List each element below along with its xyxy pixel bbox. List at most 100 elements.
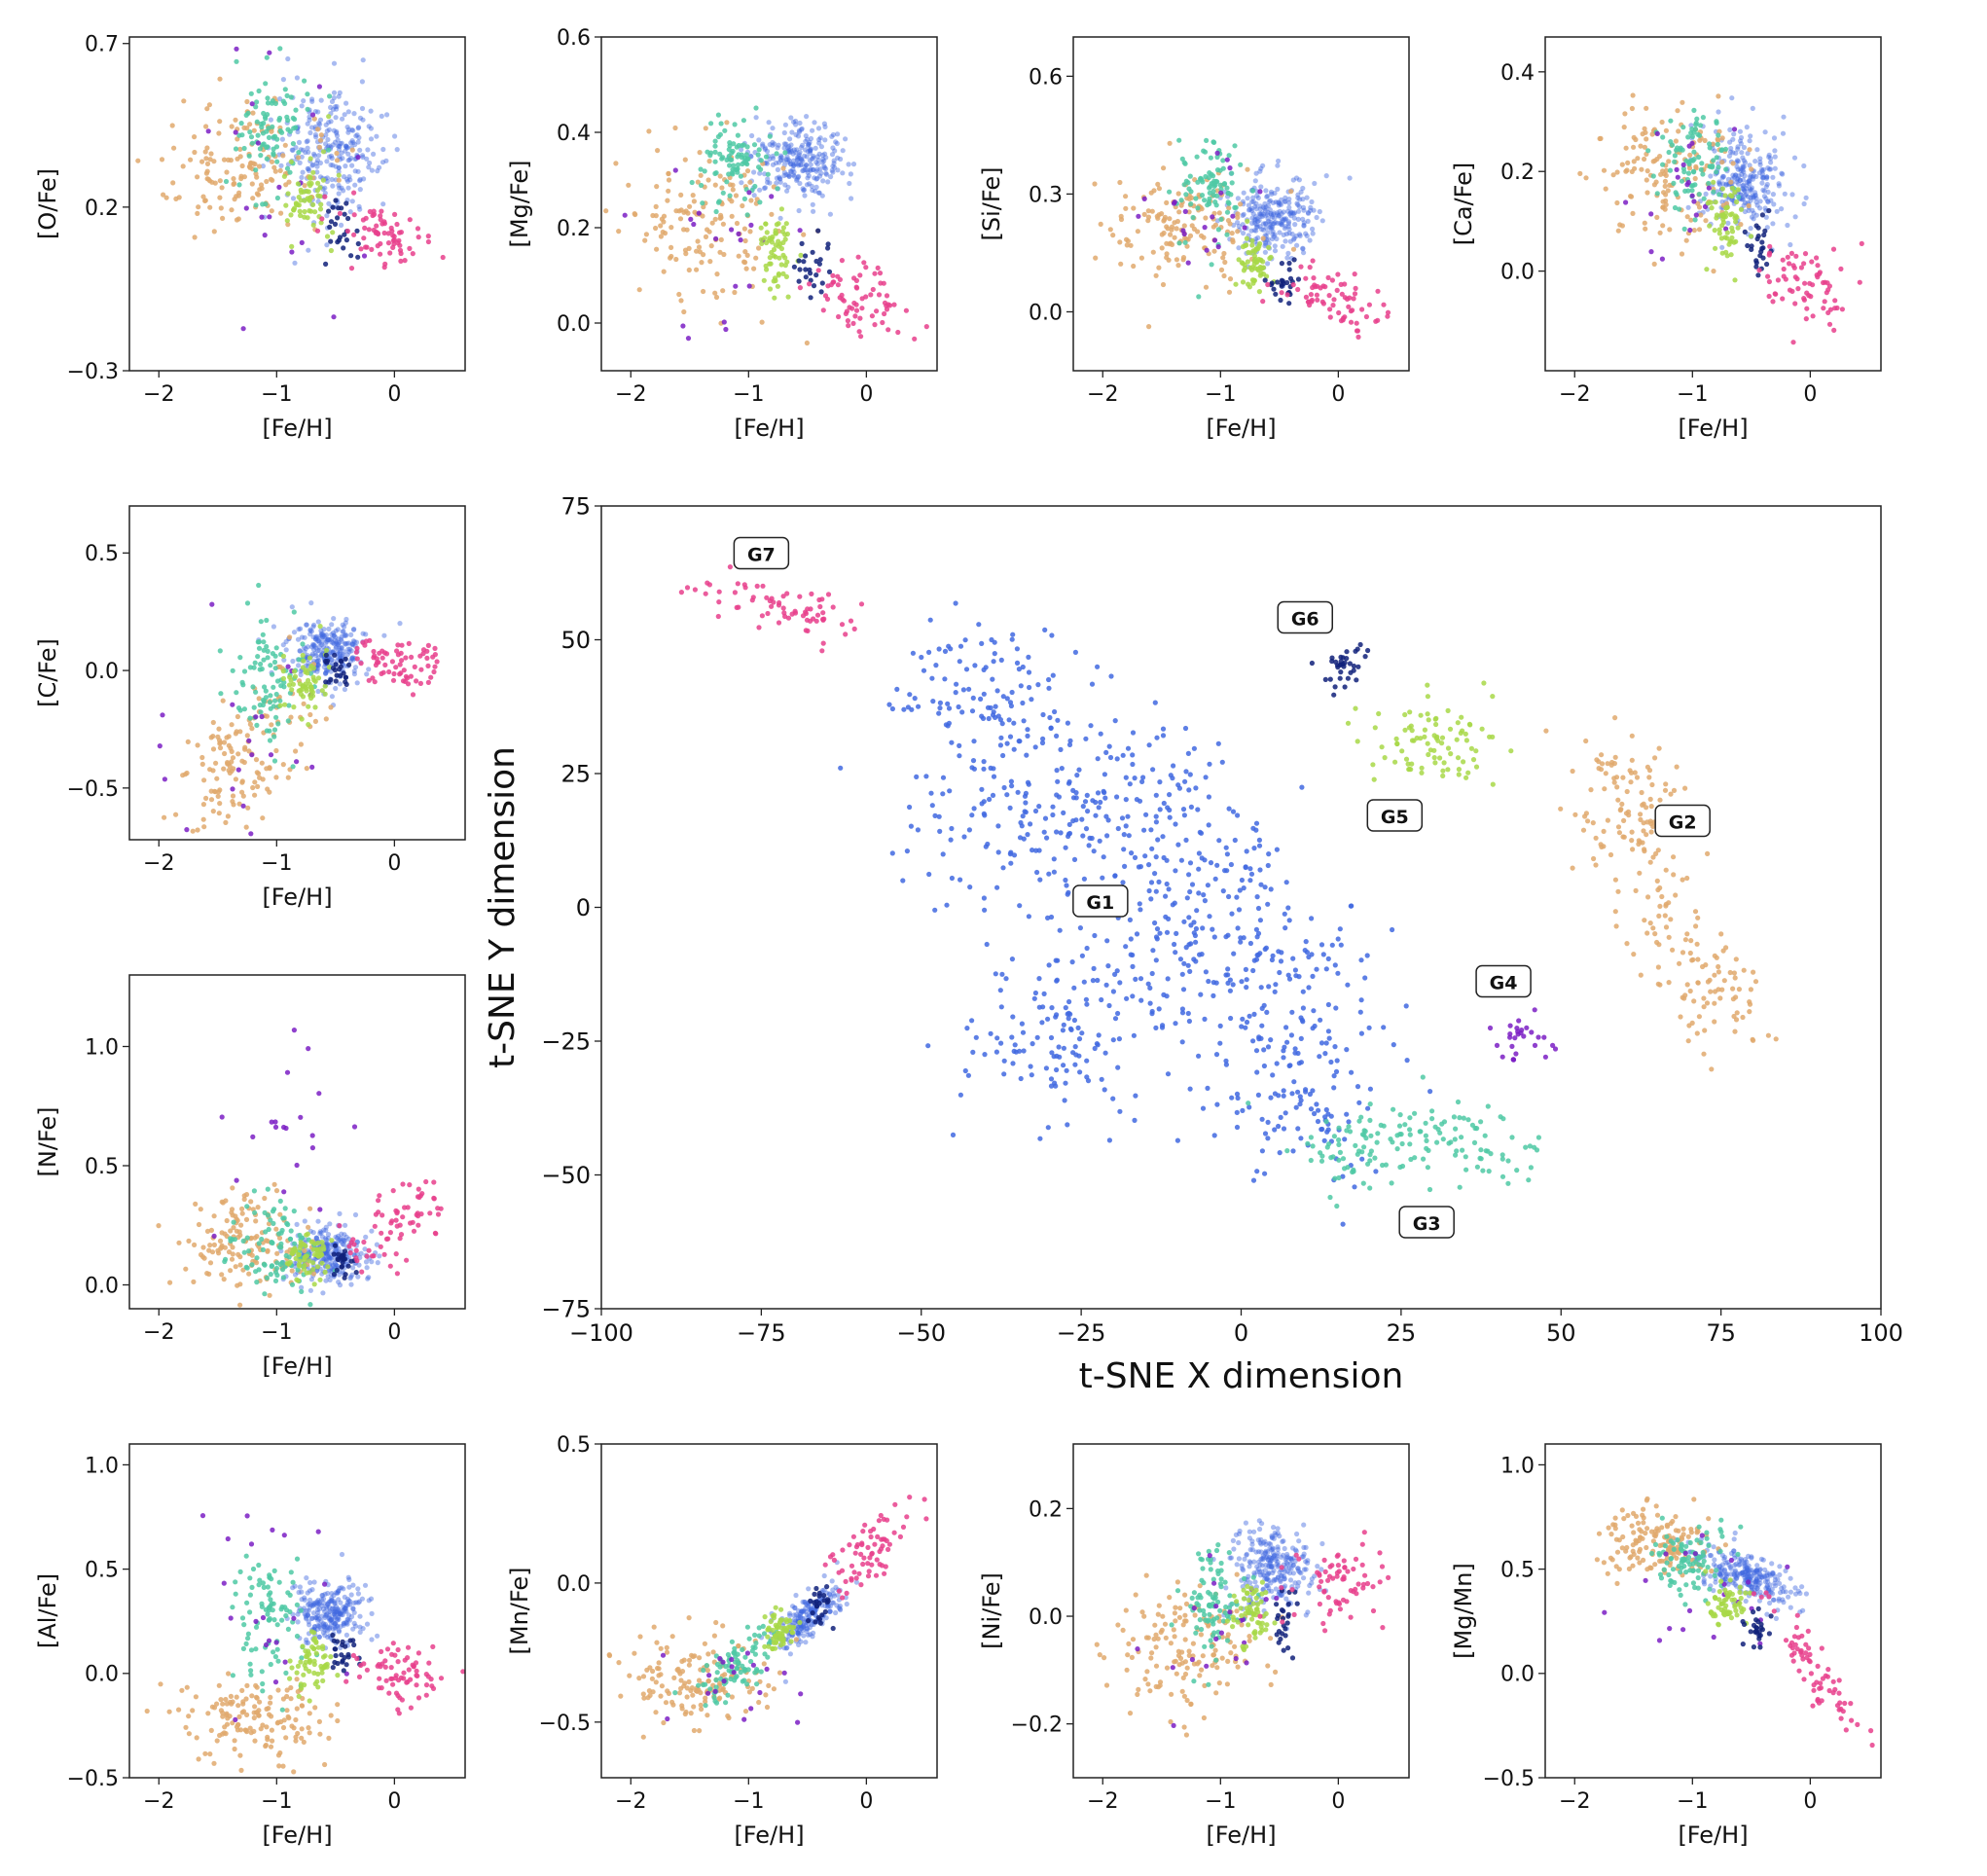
point-g1: [761, 185, 768, 192]
point-g2: [204, 1271, 210, 1277]
point-g2: [742, 237, 748, 244]
point-g1: [298, 626, 304, 631]
point-g1: [355, 126, 361, 131]
point-g1: [1279, 222, 1284, 228]
point-g2: [1162, 217, 1168, 223]
point-g4: [284, 1069, 291, 1075]
point-g7: [414, 1211, 419, 1218]
point-g1: [1054, 1066, 1060, 1073]
point-g1: [1760, 175, 1766, 181]
point-g6: [334, 672, 340, 678]
point-g3: [271, 1220, 276, 1226]
point-g1: [957, 753, 962, 759]
point-g1: [306, 166, 311, 172]
point-g2: [1687, 152, 1693, 158]
point-g3: [260, 142, 266, 148]
point-g4: [685, 336, 692, 342]
point-g3: [265, 1186, 271, 1192]
point-g4: [1706, 185, 1712, 191]
point-g1: [973, 1034, 979, 1040]
point-g7: [797, 285, 804, 291]
point-g2: [1288, 189, 1294, 195]
point-g1: [1319, 942, 1325, 948]
point-g1: [886, 702, 892, 707]
point-g6: [1291, 257, 1297, 263]
point-g1: [794, 155, 801, 161]
point-g1: [848, 171, 854, 177]
point-g2: [293, 748, 299, 754]
point-g1: [1291, 215, 1297, 221]
point-g7: [853, 307, 860, 313]
point-g1: [1268, 189, 1275, 195]
point-g3: [1178, 198, 1184, 203]
point-g2: [1639, 166, 1644, 172]
point-g5: [1704, 267, 1710, 272]
point-g3: [1681, 169, 1687, 175]
point-g1: [329, 694, 335, 700]
point-g7: [415, 1186, 421, 1192]
point-g1: [1025, 733, 1030, 740]
point-g2: [1149, 208, 1155, 214]
point-g5: [299, 716, 305, 722]
point-g2: [218, 205, 224, 211]
point-g1: [359, 79, 365, 85]
point-g1: [1071, 856, 1078, 863]
point-g2: [258, 182, 265, 188]
point-g1: [323, 141, 329, 147]
point-g1: [775, 145, 780, 151]
point-g1: [1294, 242, 1300, 248]
point-g2: [721, 251, 727, 258]
point-g5: [771, 278, 777, 284]
point-g1: [1235, 220, 1241, 226]
point-g3: [1196, 294, 1202, 300]
point-g1: [807, 147, 813, 153]
point-g5: [1711, 179, 1716, 185]
point-g6: [1754, 235, 1760, 242]
point-g5: [317, 624, 323, 630]
point-g7: [857, 315, 863, 321]
point-g2: [668, 255, 673, 261]
point-g5: [306, 189, 311, 195]
point-g6: [1753, 258, 1759, 264]
point-g1: [355, 168, 361, 174]
point-g2: [1746, 202, 1752, 209]
point-g2: [236, 190, 242, 196]
point-g2: [756, 245, 762, 251]
point-g7: [1817, 271, 1823, 277]
point-g1: [1270, 953, 1276, 958]
point-g1: [1268, 210, 1274, 216]
point-g7: [390, 677, 397, 683]
point-g1: [957, 643, 964, 649]
point-g2: [1661, 171, 1667, 177]
point-g1: [1146, 862, 1152, 868]
point-g2: [212, 788, 218, 794]
point-g2: [1679, 251, 1685, 257]
y-tick-label: 0.0: [1029, 301, 1063, 325]
point-g1: [1054, 978, 1060, 984]
point-g7: [912, 336, 918, 342]
point-g1: [337, 185, 343, 191]
point-g1: [326, 200, 332, 206]
point-g1: [1240, 1016, 1246, 1022]
point-g2: [1603, 186, 1608, 192]
point-g1: [818, 144, 825, 150]
point-g7: [417, 1193, 423, 1199]
point-g7: [415, 1222, 421, 1228]
point-g1: [1284, 255, 1290, 261]
point-g2: [1644, 136, 1649, 142]
point-g1: [1048, 1076, 1055, 1082]
point-g1: [352, 141, 358, 148]
nfe-y-axis-label: [N/Fe]: [34, 1106, 61, 1176]
point-g1: [1040, 736, 1046, 741]
point-g2: [208, 797, 215, 803]
point-g3: [1682, 188, 1688, 194]
point-g3: [1691, 169, 1697, 175]
panel-c-fe: −2 −1 0−0.50.00.5[Fe/H][C/Fe]: [34, 505, 466, 911]
point-g2: [246, 1271, 252, 1277]
point-g1: [1104, 938, 1110, 944]
point-g3: [285, 126, 291, 132]
point-g2: [286, 179, 292, 185]
point-g3: [270, 124, 275, 129]
point-g1: [1305, 218, 1311, 224]
point-g4: [298, 1114, 304, 1120]
